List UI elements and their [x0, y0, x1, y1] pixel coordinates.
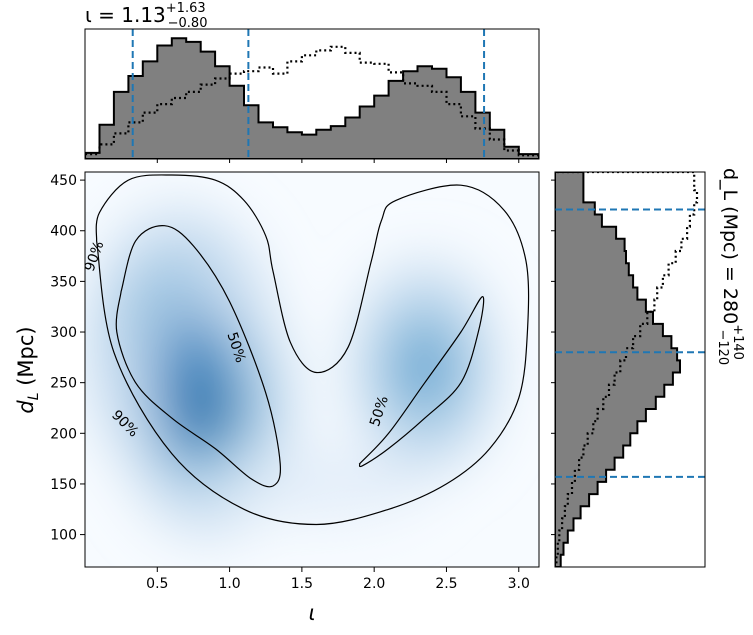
top-hist-prior [85, 45, 539, 159]
right-hist-posterior [555, 172, 681, 567]
top-marginal-panel: ι = 1.13+1.63 −0.80 [84, 1, 540, 163]
top-marginal-frame [84, 28, 540, 160]
contour-90pct-0 [95, 174, 530, 526]
y-label-subscript: L [26, 392, 42, 400]
right-marginal-frame [554, 171, 706, 568]
x-tick-label-2: 1.5 [291, 576, 313, 592]
top-hist-posterior [85, 37, 539, 159]
right-title-lower: −120 [715, 330, 730, 366]
y-axis-ticks: 100 150 200 250 300 350 400 450 [50, 173, 85, 544]
density-ridge [153, 307, 234, 458]
y-tick-label-6: 400 [50, 224, 77, 240]
top-title-main: ι = 1.13 [85, 3, 166, 27]
y-axis-label: dL (Mpc) [14, 326, 42, 413]
joint-frame [84, 171, 540, 568]
y-label-unit: (Mpc) [14, 326, 38, 392]
y-tick-label-7: 450 [50, 173, 77, 189]
contour-50pct-0 [115, 225, 282, 488]
density-core-2 [407, 339, 443, 396]
y-tick-label-4: 300 [50, 325, 77, 341]
right-interval-markers [555, 208, 705, 478]
x-tick-label-4: 2.5 [435, 576, 457, 592]
x-tick-label-1: 1.0 [218, 576, 240, 592]
right-marginal-panel: d_L (Mpc) = 280+140−120 [551, 168, 745, 568]
joint-panel: 90%90%50%50% 0.5 1.0 1.5 2.0 2.5 3.0 10015020… [14, 171, 540, 625]
top-ticks [156, 159, 520, 163]
y-tick-label-1: 150 [50, 477, 77, 493]
y-tick-label-3: 250 [50, 376, 77, 392]
x-axis-ticks: 0.5 1.0 1.5 2.0 2.5 3.0 [146, 567, 530, 592]
right-title-upper: +140 [730, 324, 745, 360]
x-tick-label-5: 3.0 [508, 576, 530, 592]
right-histograms [555, 172, 699, 567]
contour-50pct-1 [358, 295, 485, 468]
top-title-lower: −0.80 [168, 16, 208, 31]
right-hist-prior [555, 172, 699, 567]
density-heatmap [85, 207, 499, 537]
right-marginal-title: d_L (Mpc) = 280+140−120 [715, 168, 745, 365]
right-title-main: d_L (Mpc) = 280 [719, 168, 741, 324]
y-label-symbol: d [14, 400, 38, 414]
y-tick-label-0: 100 [50, 528, 77, 544]
x-tick-label-0: 0.5 [146, 576, 168, 592]
y-tick-label-5: 350 [50, 274, 77, 290]
credible-contours [95, 174, 530, 526]
top-histograms [85, 37, 539, 159]
density-valley [206, 448, 427, 519]
x-axis-label: ι [308, 601, 315, 625]
y-tick-label-2: 200 [50, 426, 77, 442]
top-marginal-title: ι = 1.13+1.63 −0.80 [85, 1, 207, 31]
top-title-upper: +1.63 [166, 1, 206, 16]
x-tick-label-3: 2.0 [363, 576, 385, 592]
right-ticks [551, 179, 555, 536]
